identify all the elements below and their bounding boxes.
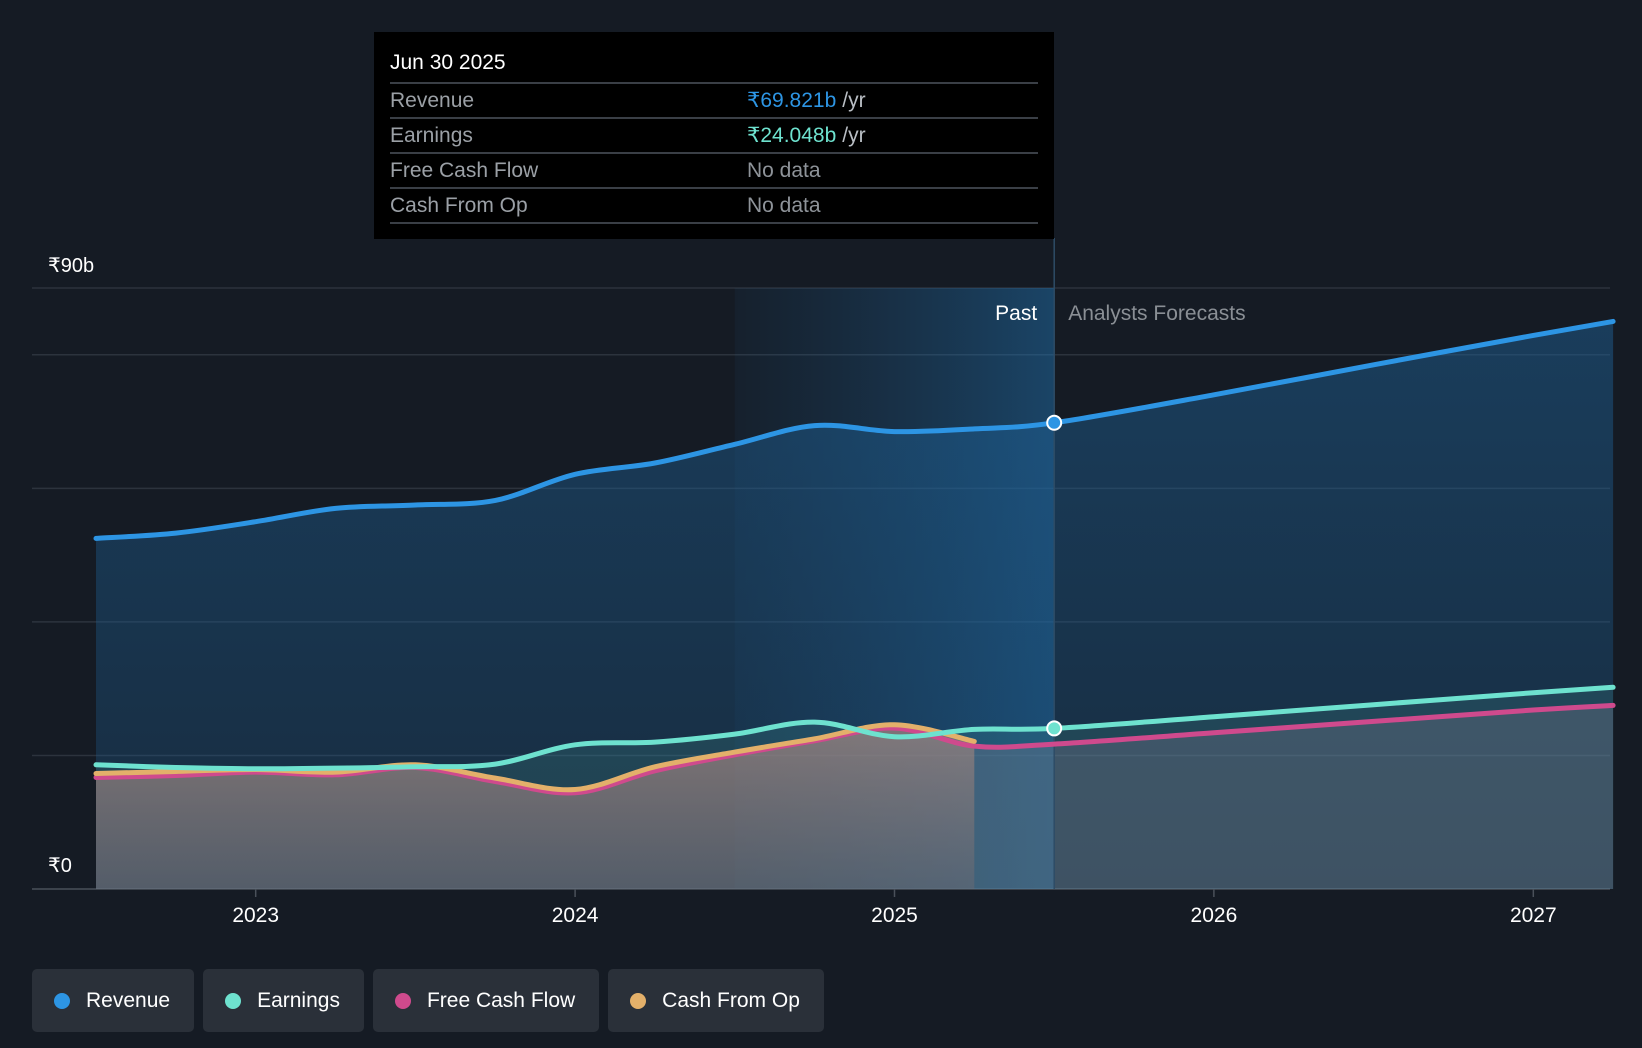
tooltip-label: Free Cash Flow (390, 159, 539, 182)
legend-item-cash-from-op[interactable]: Cash From Op (608, 969, 824, 1032)
tooltip-value: ₹24.048b (747, 124, 837, 147)
tooltip-value: No data (747, 159, 821, 182)
tooltip-value: No data (747, 194, 821, 217)
past-label: Past (995, 302, 1037, 325)
revenue-line (93, 318, 1616, 541)
tooltip-row-earnings: Earnings ₹24.048b /yr (390, 119, 1038, 154)
forecast-label: Analysts Forecasts (1068, 302, 1245, 325)
free-cash-flow-dot-icon (394, 992, 411, 1009)
revenue-dot-icon (54, 992, 70, 1009)
earnings-dot-icon (225, 992, 242, 1009)
chart: ₹90b ₹0 2023 2024 2025 2026 2027 Past Analyst… (32, 238, 1616, 927)
tooltip-label: Cash From Op (390, 194, 528, 217)
cash-from-op-area (96, 724, 975, 889)
y-tick-label: ₹90b (48, 255, 94, 277)
tooltip-label: Revenue (390, 89, 475, 112)
legend-item-revenue[interactable]: Revenue (32, 969, 195, 1032)
x-tick-label: 2027 (1510, 904, 1557, 927)
revenue-area (96, 321, 1614, 889)
legend: Revenue Earnings Free Cash Flow Cash Fro… (32, 969, 824, 1032)
legend-label: Revenue (86, 988, 171, 1012)
legend-item-earnings[interactable]: Earnings (203, 969, 364, 1032)
revenue-marker (1046, 414, 1063, 431)
x-tick-label: 2024 (552, 904, 599, 927)
legend-item-free-cash-flow[interactable]: Free Cash Flow (372, 969, 600, 1032)
tooltip-label: Earnings (390, 124, 473, 147)
tooltip-date: Jun 30 2025 (390, 44, 1038, 84)
x-tick-label: 2025 (871, 904, 918, 927)
earnings-line (93, 684, 1616, 772)
earnings-marker (1046, 720, 1063, 737)
y-tick-label: ₹0 (48, 855, 72, 877)
cash-from-op-dot-icon (630, 992, 647, 1009)
tooltip-unit: /yr (842, 89, 866, 112)
legend-label: Cash From Op (662, 988, 800, 1012)
tooltip: Jun 30 2025 Revenue ₹69.821b /yr Earning… (374, 32, 1054, 239)
legend-label: Free Cash Flow (426, 988, 576, 1012)
tooltip-row-cash-from-op: Cash From Op No data (390, 189, 1038, 224)
tooltip-row-revenue: Revenue ₹69.821b /yr (390, 84, 1038, 119)
tooltip-row-free-cash-flow: Free Cash Flow No data (390, 154, 1038, 189)
x-tick-label: 2026 (1191, 904, 1238, 927)
tooltip-unit: /yr (842, 124, 866, 147)
legend-label: Earnings (257, 988, 340, 1012)
tooltip-value: ₹69.821b (747, 89, 837, 112)
x-tick-label: 2023 (232, 904, 279, 927)
